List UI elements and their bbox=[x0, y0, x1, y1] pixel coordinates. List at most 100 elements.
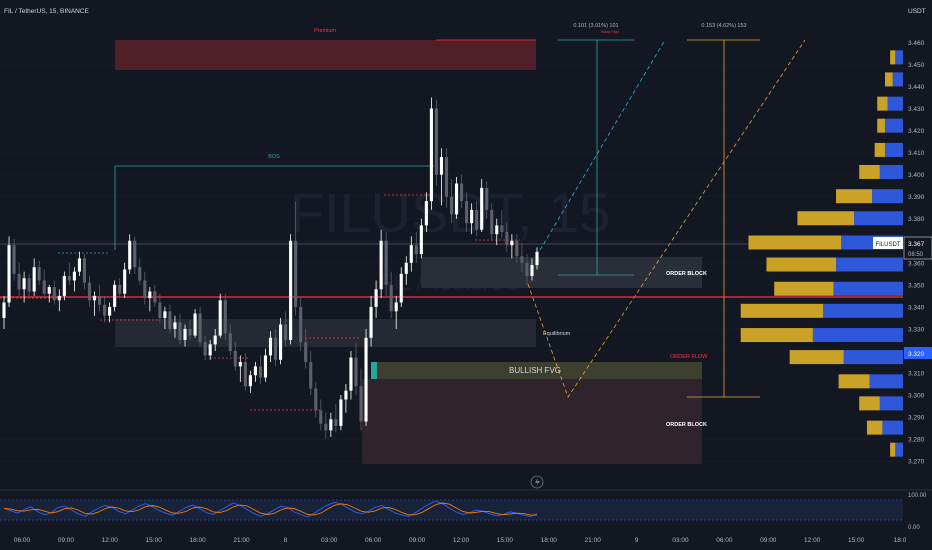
candle-body bbox=[465, 201, 469, 224]
candle-body bbox=[268, 337, 273, 356]
candle-body bbox=[434, 108, 438, 175]
candle-body bbox=[475, 209, 479, 230]
candle-body bbox=[384, 240, 388, 285]
oscillator-band bbox=[0, 500, 903, 520]
candle-body bbox=[248, 375, 252, 387]
premium-zone[interactable] bbox=[115, 40, 536, 70]
candle-body bbox=[364, 337, 368, 422]
candle-body bbox=[7, 245, 11, 303]
candle-body bbox=[444, 157, 449, 197]
candle-body bbox=[304, 342, 308, 363]
volume-profile-down bbox=[879, 164, 903, 179]
candle-body bbox=[500, 225, 504, 232]
price-tick-label: 3.290 bbox=[908, 415, 925, 422]
order-block-lower-zone[interactable] bbox=[362, 379, 702, 464]
candle-body bbox=[399, 273, 403, 303]
candle-body bbox=[284, 324, 288, 340]
candle-body bbox=[319, 410, 323, 424]
candle-body bbox=[203, 342, 207, 356]
price-tick-label: 3.440 bbox=[908, 84, 925, 91]
candle-body bbox=[369, 306, 373, 338]
volume-profile-up bbox=[859, 396, 880, 411]
candle-body bbox=[525, 262, 529, 277]
candle-body bbox=[344, 390, 348, 400]
volume-profile-up bbox=[774, 281, 834, 296]
candle-body bbox=[439, 157, 444, 175]
candle-body bbox=[354, 357, 358, 387]
candle-body bbox=[108, 306, 112, 316]
bullish-fvg-zone[interactable] bbox=[373, 362, 702, 379]
volume-profile-up bbox=[740, 328, 813, 343]
candle-body bbox=[12, 245, 16, 274]
order-block-upper-zone[interactable] bbox=[421, 257, 702, 288]
price-tick-label: 3.420 bbox=[908, 128, 925, 135]
lightning-icon[interactable] bbox=[530, 475, 544, 489]
price-tag-price: 3.367 bbox=[908, 241, 925, 248]
candle-body bbox=[309, 362, 313, 389]
volume-profile-up bbox=[838, 374, 870, 389]
time-tick-label: 12:00 bbox=[102, 537, 119, 544]
candle-body bbox=[52, 287, 56, 301]
volume-profile-up bbox=[890, 442, 896, 457]
candle-body bbox=[223, 300, 227, 334]
candle-body bbox=[62, 276, 66, 296]
volume-profile-down bbox=[823, 303, 903, 318]
candle-body bbox=[138, 267, 142, 281]
volume-profile-up bbox=[866, 420, 883, 435]
price-tick-label: 3.330 bbox=[908, 326, 925, 333]
candle-body bbox=[82, 258, 87, 283]
currency-label: USDT bbox=[908, 8, 926, 15]
volume-profile bbox=[740, 50, 903, 457]
volume-profile-up bbox=[789, 350, 844, 365]
candle-body bbox=[454, 183, 459, 215]
time-axis[interactable]: 06:00 09:00 12:00 15:00 18:00 21:00 8 03:00 06:0… bbox=[14, 537, 907, 544]
price-tick-label: 3.360 bbox=[908, 260, 925, 267]
candle-body bbox=[77, 258, 81, 272]
price-tag-symbol: FILUSDT bbox=[875, 242, 900, 248]
candle-body bbox=[47, 287, 51, 294]
projection-path-gold bbox=[527, 39, 806, 398]
time-tick-label: 06:00 bbox=[14, 537, 31, 544]
volume-profile-down bbox=[884, 118, 903, 133]
volume-profile-up bbox=[877, 118, 885, 133]
volume-profile-down bbox=[872, 189, 903, 204]
premium-label: Premium bbox=[314, 28, 336, 34]
candle-body bbox=[495, 225, 499, 235]
candle-body bbox=[133, 240, 137, 268]
candle-body bbox=[198, 313, 202, 343]
candle-body bbox=[299, 306, 303, 343]
price-tick-label: 3.310 bbox=[908, 371, 925, 378]
volume-profile-down bbox=[895, 50, 903, 65]
candlestick-series bbox=[2, 97, 539, 440]
volume-profile-down bbox=[879, 396, 903, 411]
volume-profile-down bbox=[895, 442, 903, 457]
candle-body bbox=[314, 388, 318, 411]
measure-2-label: 0.153 (4.62%) 153 bbox=[701, 23, 746, 29]
volume-profile-up bbox=[859, 164, 880, 179]
candle-body bbox=[324, 423, 328, 431]
candle-body bbox=[289, 240, 293, 340]
candle-body bbox=[208, 344, 212, 356]
volume-profile-down bbox=[887, 96, 903, 111]
candle-body bbox=[510, 240, 514, 246]
structure-lines bbox=[0, 194, 520, 411]
candle-body bbox=[103, 304, 107, 316]
price-tick-label: 3.270 bbox=[908, 459, 925, 466]
time-tick-label: 8 bbox=[284, 537, 288, 544]
candle-body bbox=[530, 265, 534, 277]
volume-profile-down bbox=[884, 142, 903, 157]
candle-body bbox=[22, 278, 26, 290]
price-tick-label: 3.340 bbox=[908, 304, 925, 311]
candle-body bbox=[404, 262, 408, 274]
weak-high-label: Weak High bbox=[601, 30, 620, 34]
candle-body bbox=[32, 267, 36, 292]
time-tick-label: 21:00 bbox=[233, 537, 250, 544]
last-price-tag: FILUSDT 3.367 08:50 bbox=[873, 236, 932, 260]
volume-profile-up bbox=[740, 303, 824, 318]
equilibrium-zone[interactable] bbox=[115, 319, 536, 347]
price-tick-label: 3.380 bbox=[908, 216, 925, 223]
candle-body bbox=[67, 276, 71, 281]
candle-body bbox=[118, 284, 122, 294]
candle-body bbox=[394, 302, 398, 312]
